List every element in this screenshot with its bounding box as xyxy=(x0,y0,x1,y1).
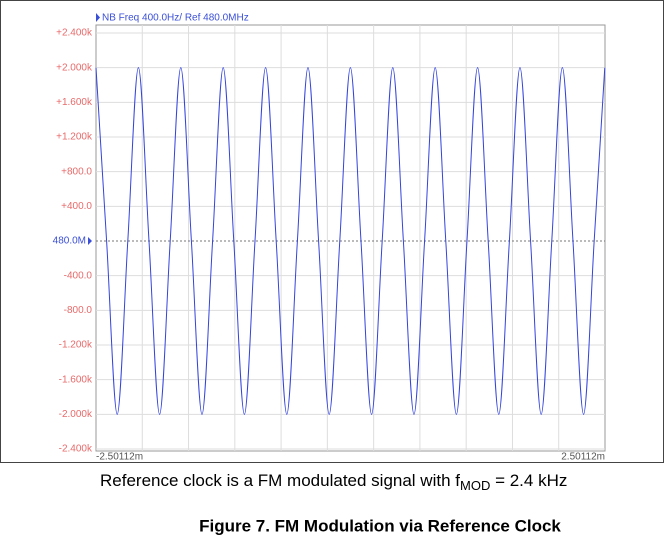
caption: Reference clock is a FM modulated signal… xyxy=(100,471,567,493)
y-tick-label: -800.0 xyxy=(64,305,93,316)
y-tick-label: +400.0 xyxy=(61,201,92,212)
caption-text: Reference clock is a FM modulated signal… xyxy=(100,471,460,490)
y-tick-label: -1.200k xyxy=(59,340,93,351)
y-tick-label: 480.0M xyxy=(53,236,86,247)
chart-title: NB Freq 400.0Hz/ Ref 480.0MHz xyxy=(102,13,249,24)
caption-tail: = 2.4 kHz xyxy=(490,471,567,490)
caption-subscript: MOD xyxy=(460,478,490,493)
x-tick-label: 2.50112m xyxy=(561,452,605,463)
y-tick-label: +1.200k xyxy=(56,132,93,143)
y-tick-label: -400.0 xyxy=(64,270,93,281)
y-tick-label: +2.000k xyxy=(56,62,93,73)
y-tick-label: -1.600k xyxy=(59,374,93,385)
figure-caption: Figure 7. FM Modulation via Reference Cl… xyxy=(199,516,561,535)
plot-frame xyxy=(95,24,606,452)
y-tick-label: -2.400k xyxy=(59,444,93,455)
y-tick-label: +2.400k xyxy=(56,28,93,39)
y-tick-label: +800.0 xyxy=(61,166,92,177)
y-tick-label: -2.000k xyxy=(59,409,93,420)
screenshot-border xyxy=(0,0,664,463)
y-tick-label: +1.600k xyxy=(56,97,93,108)
title-marker xyxy=(96,13,100,22)
x-tick-label: -2.50112m xyxy=(96,452,143,463)
reference-marker xyxy=(88,237,92,245)
signal-line xyxy=(95,67,606,415)
